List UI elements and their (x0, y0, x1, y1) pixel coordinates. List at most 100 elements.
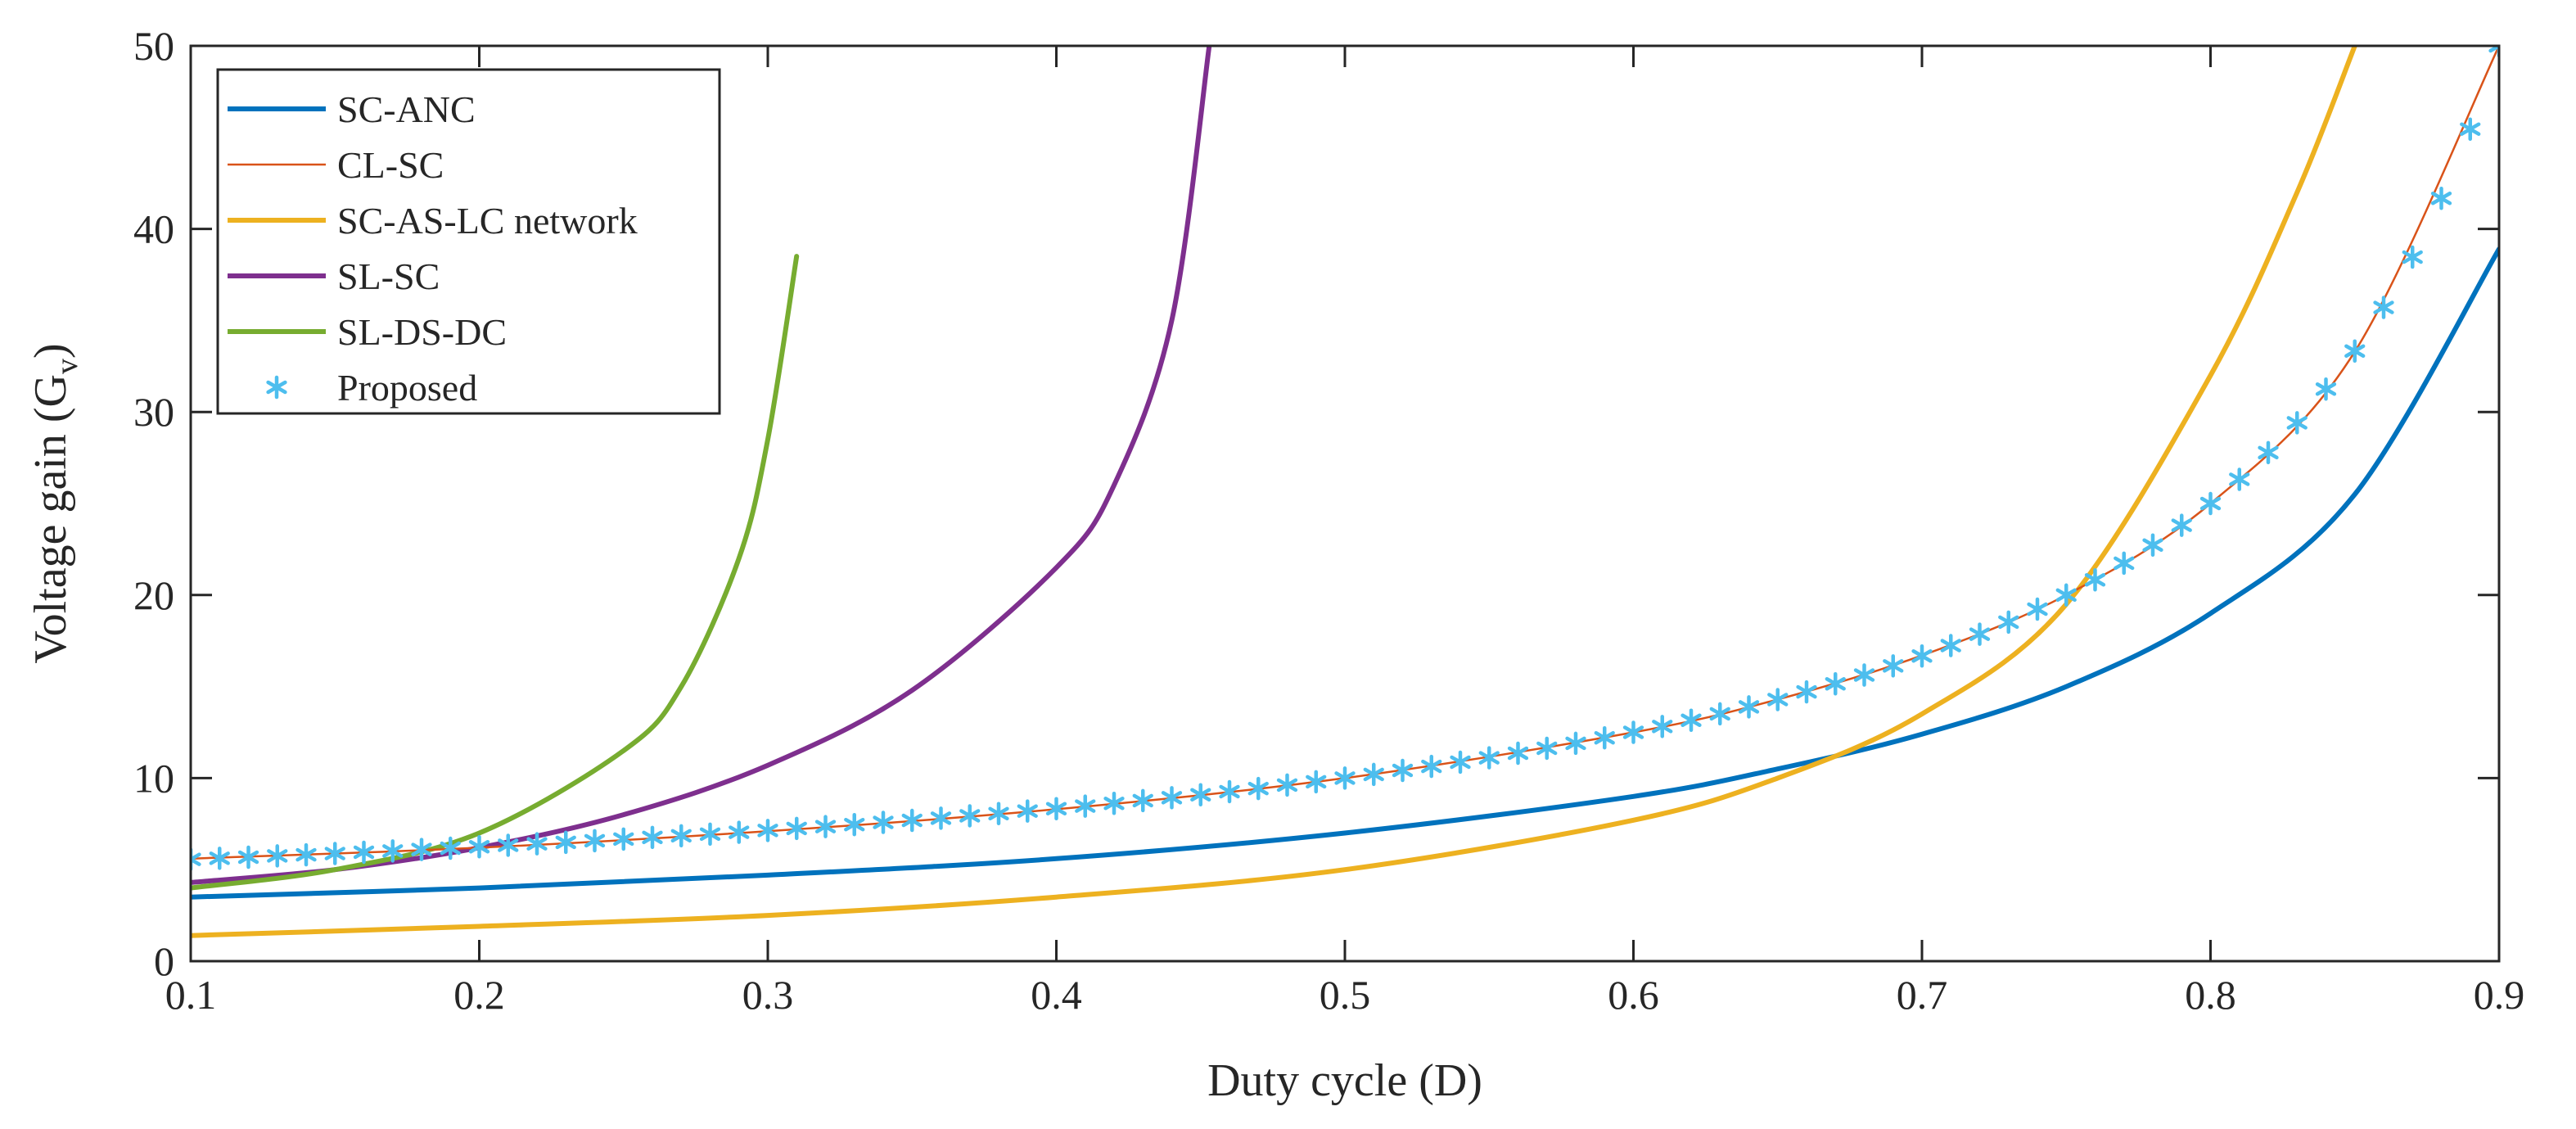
legend-label-sc-anc: SC-ANC (337, 88, 476, 130)
data-point-proposed (1940, 634, 1961, 657)
data-point-proposed (959, 804, 981, 828)
data-point-proposed (1622, 720, 1644, 744)
series-layer (191, 46, 2499, 938)
data-point-proposed (642, 825, 663, 850)
data-point-proposed (353, 840, 375, 865)
y-tick-label: 40 (133, 206, 174, 252)
legend-label-sl-ds-dc: SL-DS-DC (337, 311, 507, 353)
data-point-proposed (1450, 750, 1471, 774)
ticks-layer: 0.1 0.2 0.3 0.4 0.5 0.6 0.7 0.8 0.9 0 10 20 30 40 50 (133, 23, 2524, 1018)
data-point-proposed (584, 829, 606, 853)
data-point-proposed (440, 836, 461, 860)
legend-label-sl-sc: SL-SC (337, 255, 440, 297)
data-point-proposed (2084, 567, 2106, 592)
data-point-proposed (2055, 583, 2077, 607)
data-point-proposed (1247, 776, 1269, 801)
data-point-proposed (814, 815, 837, 838)
data-point-proposed (468, 835, 490, 859)
data-point-proposed (1306, 770, 1327, 794)
legend-label-sc-as-lc-network: SC-AS-LC network (337, 200, 638, 242)
y-tick-label: 0 (154, 938, 174, 984)
y-axis-title-main: Voltage gain (G (25, 374, 76, 664)
data-point-proposed (411, 838, 432, 861)
data-point-proposed (2460, 117, 2481, 141)
data-point-proposed (2488, 46, 2499, 58)
x-tick-label: 0.7 (1897, 972, 1948, 1018)
y-axis-title: Voltage gain (Gv) (25, 343, 84, 663)
data-point-proposed (1132, 788, 1153, 813)
data-point-proposed (1507, 741, 1529, 765)
y-axis-title-subscript: v (50, 359, 84, 374)
data-point-proposed (267, 844, 288, 868)
data-point-proposed (613, 827, 634, 851)
data-point-proposed (498, 833, 519, 857)
data-point-proposed (555, 830, 576, 855)
data-point-proposed (1652, 715, 1673, 738)
data-point-proposed (699, 822, 721, 847)
data-point-proposed (382, 839, 404, 863)
data-point-proposed (1045, 797, 1067, 820)
data-point-proposed (1853, 663, 1875, 687)
y-tick-label: 20 (133, 572, 174, 618)
series-line-sc-anc (191, 246, 2499, 900)
data-point-proposed (1161, 786, 1183, 810)
data-point-proposed (930, 806, 952, 830)
data-point-proposed (844, 812, 865, 837)
data-point-proposed (2286, 411, 2308, 435)
data-point-proposed (191, 847, 201, 871)
x-tick-label: 0.5 (1320, 972, 1371, 1018)
data-point-proposed (1998, 610, 2019, 634)
x-axis-title: Duty cycle (D) (1207, 1055, 1482, 1106)
data-point-proposed (295, 842, 317, 867)
data-point-proposed (1392, 758, 1414, 783)
data-point-proposed (209, 847, 230, 870)
data-point-proposed (2171, 513, 2192, 537)
data-point-proposed (988, 802, 1009, 826)
data-point-proposed (2229, 467, 2250, 491)
legend: SC-ANC CL-SC SC-AS-LC network SL-SC SL-DS-DC… (216, 68, 721, 415)
data-point-proposed (873, 811, 894, 834)
data-point-proposed (729, 820, 750, 844)
data-point-proposed (2258, 440, 2279, 465)
y-tick-label: 50 (133, 23, 174, 69)
data-point-proposed (1565, 731, 1586, 756)
data-point-proposed (324, 842, 345, 865)
data-point-proposed (1709, 702, 1730, 726)
series-line-sc-as-lc-network (191, 46, 2357, 938)
data-point-proposed (1276, 773, 1298, 797)
data-point-proposed (1825, 671, 1846, 696)
y-tick-label: 10 (133, 755, 174, 801)
legend-label-cl-sc: CL-SC (337, 144, 444, 186)
data-point-proposed (1017, 799, 1038, 823)
data-point-proposed (1075, 794, 1096, 818)
legend-marker-proposed (266, 375, 287, 400)
data-point-proposed (1421, 754, 1442, 779)
x-tick-label: 0.3 (742, 972, 794, 1018)
data-point-proposed (1103, 792, 1125, 815)
data-point-proposed (2373, 296, 2394, 319)
data-point-proposed (670, 824, 692, 848)
x-tick-label: 0.6 (1608, 972, 1659, 1018)
data-point-proposed (1363, 762, 1384, 787)
series-proposed (191, 46, 2499, 871)
series-line-sl-sc (191, 46, 1212, 885)
data-point-proposed (526, 832, 548, 856)
data-point-proposed (1536, 736, 1558, 761)
data-point-proposed (1883, 654, 1904, 678)
x-tick-label: 0.1 (165, 972, 217, 1018)
data-point-proposed (1190, 783, 1211, 806)
data-point-proposed (1738, 695, 1760, 719)
x-tick-label: 0.9 (2474, 972, 2525, 1018)
series-line-sl-ds-dc (191, 254, 800, 891)
x-tick-label: 0.8 (2185, 972, 2236, 1018)
data-point-proposed (1594, 725, 1615, 750)
data-point-proposed (757, 819, 778, 842)
data-point-proposed (2142, 533, 2163, 558)
legend-label-proposed: Proposed (337, 367, 477, 409)
data-point-proposed (1478, 746, 1500, 770)
data-point-proposed (2430, 187, 2452, 210)
data-point-proposed (1219, 779, 1240, 804)
data-point-proposed (237, 845, 259, 869)
